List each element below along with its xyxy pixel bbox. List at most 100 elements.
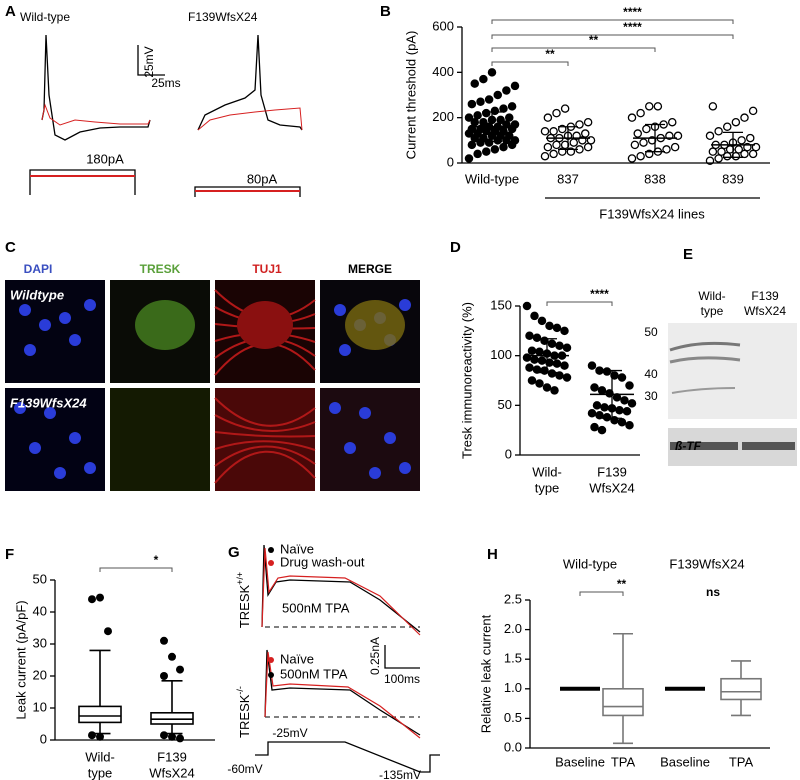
group-label: F139WfsX24 lines: [599, 206, 705, 221]
nucleus: [329, 402, 341, 414]
outlier: [160, 731, 168, 740]
sig-label: ****: [590, 287, 609, 301]
path: [41, 103, 151, 126]
micrograph: [5, 280, 105, 383]
y-tick-label: 50: [498, 397, 512, 412]
x-tick-label: TPA: [729, 754, 754, 769]
data-point: [527, 376, 537, 385]
x-tick-label: 838: [644, 171, 666, 186]
sig-bracket: [579, 591, 624, 596]
a-label: F139WfsX24: [188, 10, 258, 24]
data-point: [522, 301, 532, 311]
lane-label: type: [701, 304, 724, 318]
neurite: [214, 445, 316, 467]
data-point: [645, 149, 654, 159]
sig-label: ****: [623, 20, 642, 34]
data-point: [532, 333, 542, 343]
data-point: [504, 131, 514, 141]
western-blot: [668, 323, 797, 466]
data-point: [552, 323, 562, 333]
path: [29, 169, 136, 195]
data-point: [540, 127, 550, 136]
data-point: [743, 142, 752, 152]
y-tick-label: 200: [432, 109, 454, 124]
outlier: [168, 732, 176, 741]
data-point: [740, 149, 749, 159]
genotype: TRESK: [237, 694, 252, 738]
column-label: TRESK: [140, 262, 181, 276]
x-tick-label: Baseline: [660, 754, 710, 769]
outlier: [96, 593, 104, 602]
a-label: Wild-type: [20, 10, 70, 24]
y-tick-label: 1.0: [504, 680, 522, 695]
path: [197, 34, 303, 131]
box: [602, 687, 644, 717]
x-tick-label: F139: [157, 749, 187, 764]
data-point: [714, 154, 723, 163]
path: [669, 341, 741, 352]
data-point: [504, 113, 514, 122]
x-tick-label: Wild-: [532, 464, 562, 479]
data-point: [723, 122, 732, 131]
data-point: [540, 151, 550, 161]
data-point: [587, 409, 597, 418]
column-label: MERGE: [348, 262, 392, 276]
outlier: [88, 731, 96, 740]
data-point: [748, 149, 758, 159]
data-point: [714, 127, 723, 136]
data-point: [610, 371, 619, 380]
nucleus: [44, 407, 56, 419]
data-point: [499, 127, 508, 136]
sig-bracket: [491, 47, 656, 52]
data-point: [653, 102, 663, 111]
y-tick-label: 1.5: [504, 651, 522, 666]
scale-label: 0.25nA: [368, 637, 382, 675]
data-point: [558, 124, 567, 134]
whisker: [613, 715, 633, 745]
nucleus: [54, 467, 66, 479]
data-point: [645, 102, 654, 111]
nucleus: [24, 344, 36, 356]
data-point: [615, 406, 624, 415]
mw-marker: 30: [644, 389, 658, 403]
data-point: [581, 129, 590, 138]
data-point: [575, 120, 584, 129]
data-point: [583, 117, 593, 127]
outlier: [88, 595, 96, 604]
x-tick-label: F139: [597, 464, 627, 479]
x-tick-label: WfsX24: [589, 480, 635, 495]
data-point: [470, 79, 479, 88]
data-point: [479, 117, 488, 127]
data-point: [583, 142, 593, 152]
data-point: [592, 401, 602, 410]
nucleus: [384, 432, 396, 444]
sig-bracket: [546, 301, 613, 306]
rect: [742, 442, 795, 450]
data-point: [481, 108, 491, 118]
data-point: [558, 147, 567, 156]
data-point: [507, 102, 517, 111]
data-point: [490, 145, 500, 154]
data-point: [530, 355, 539, 364]
y-tick-label: 30: [33, 635, 47, 650]
data-point: [708, 147, 718, 156]
outlier: [160, 636, 168, 645]
data-point: [578, 136, 587, 145]
x-tick-label: TPA: [611, 754, 636, 769]
rect: [668, 323, 797, 419]
data-point: [597, 386, 607, 395]
data-point: [705, 156, 715, 165]
genotype-sup: +/+: [235, 572, 245, 585]
data-point: [734, 145, 744, 154]
sig-label: ns: [706, 585, 720, 599]
y-tick-label: 2.5: [504, 591, 522, 606]
voltage-label: -25mV: [272, 726, 307, 740]
data-point: [552, 359, 562, 368]
panel-letter: F: [5, 546, 14, 563]
data-point: [737, 136, 746, 145]
neurite: [214, 450, 316, 484]
data-point: [562, 343, 572, 352]
lane-label: Wild-: [698, 289, 725, 303]
outlier: [96, 732, 104, 741]
panel-letter: E: [683, 246, 693, 263]
